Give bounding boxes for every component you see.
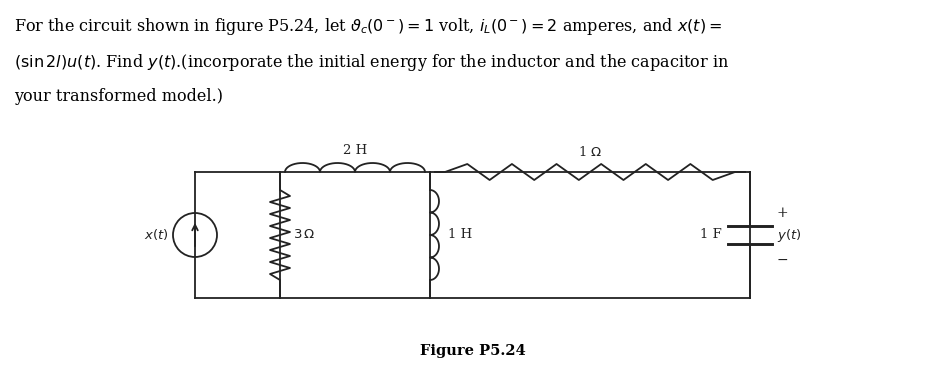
Text: $x(t)$: $x(t)$	[144, 227, 169, 243]
Text: 2 H: 2 H	[343, 144, 367, 157]
Text: +: +	[777, 206, 789, 220]
Text: For the circuit shown in figure P5.24, let $\vartheta_c(0^-)=1$ volt, $i_L(0^-)=: For the circuit shown in figure P5.24, l…	[14, 16, 723, 37]
Text: your transformed model.): your transformed model.)	[14, 88, 223, 105]
Text: Figure P5.24: Figure P5.24	[419, 344, 525, 358]
Text: −: −	[777, 253, 789, 267]
Text: $3\,\Omega$: $3\,\Omega$	[293, 228, 315, 242]
Text: $(\sin 2l)u(t)$. Find $y(t)$.(incorporate the initial energy for the inductor an: $(\sin 2l)u(t)$. Find $y(t)$.(incorporat…	[14, 52, 729, 73]
Text: 1 F: 1 F	[700, 228, 722, 242]
Text: 1 H: 1 H	[448, 228, 473, 242]
Text: 1 $\Omega$: 1 $\Omega$	[578, 145, 602, 159]
Text: $y(t)$: $y(t)$	[777, 227, 801, 243]
